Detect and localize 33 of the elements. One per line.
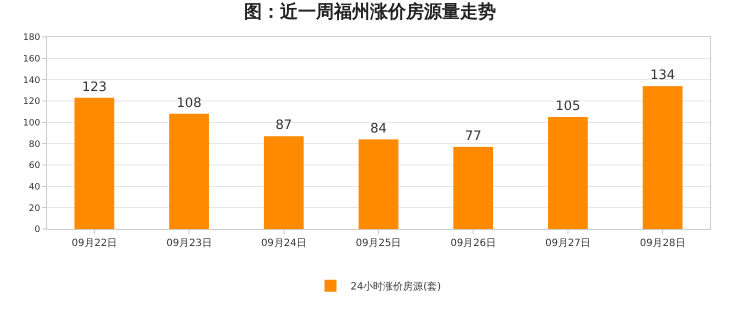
x-tick-label: 09月26日 — [450, 238, 496, 249]
x-tick-label: 09月22日 — [72, 238, 118, 249]
x-tick-label: 09月25日 — [356, 238, 402, 249]
x-tick-label: 09月27日 — [545, 238, 591, 249]
y-tick-label: 40 — [28, 182, 40, 192]
y-tick-label: 120 — [23, 97, 40, 108]
x-tick-label: 09月24日 — [261, 238, 307, 249]
legend-label: 24小时涨价房源(套) — [350, 280, 442, 293]
y-tick-label: 140 — [23, 76, 40, 86]
bar — [169, 114, 209, 229]
bar — [74, 98, 114, 229]
data-label: 87 — [276, 118, 292, 134]
chart-title: 图：近一周福州涨价房源量走势 — [244, 1, 496, 22]
x-tick-label: 09月28日 — [640, 238, 686, 249]
data-label: 77 — [464, 128, 482, 144]
bar — [548, 117, 588, 229]
y-tick-label: 20 — [28, 204, 40, 214]
bar — [264, 136, 304, 229]
data-label: 108 — [176, 96, 202, 111]
data-label: 84 — [370, 121, 387, 136]
y-tick-label: 0 — [34, 225, 40, 236]
x-tick-label: 09月23日 — [166, 238, 212, 249]
bar — [453, 146, 494, 229]
bar — [642, 86, 683, 229]
y-tick-label: 100 — [23, 118, 40, 128]
y-tick-label: 180 — [23, 33, 40, 44]
data-label: 105 — [556, 99, 580, 114]
y-tick-label: 80 — [28, 140, 40, 150]
data-label: 123 — [82, 80, 107, 95]
data-label: 134 — [650, 68, 676, 84]
bar — [358, 139, 398, 229]
y-tick-label: 160 — [23, 54, 40, 64]
y-tick-label: 60 — [28, 161, 40, 172]
